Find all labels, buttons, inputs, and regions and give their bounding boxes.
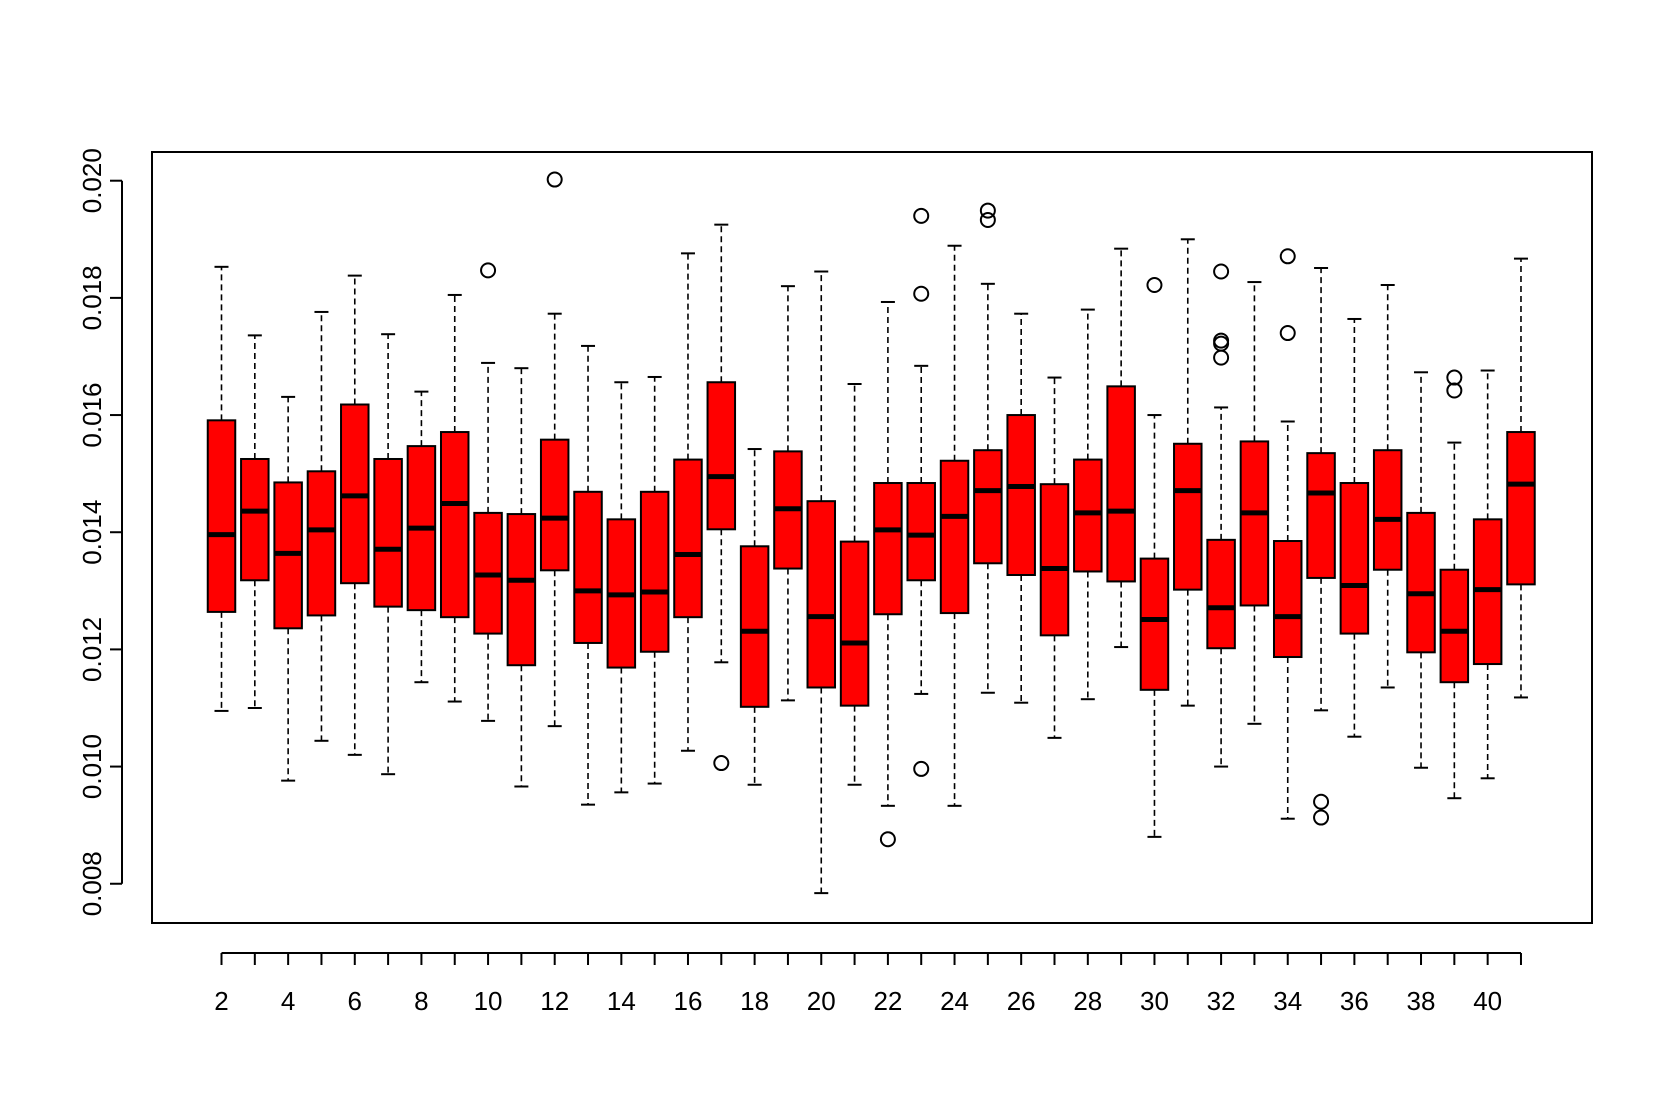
box [539, 438, 570, 572]
outlier [979, 202, 996, 219]
x-tick-label: 22 [873, 986, 902, 1016]
outlier [913, 285, 930, 302]
outlier [713, 755, 730, 772]
x-tick-label: 16 [674, 986, 703, 1016]
x-tick-label: 18 [740, 986, 769, 1016]
box [573, 490, 603, 644]
outlier [1313, 809, 1330, 826]
outlier [1146, 276, 1163, 293]
box [1506, 431, 1536, 586]
box [240, 457, 270, 582]
box [1139, 557, 1170, 691]
box [1173, 442, 1203, 591]
y-tick-label: 0.008 [77, 851, 107, 916]
box [373, 457, 403, 608]
box [1039, 483, 1070, 637]
y-tick-label: 0.020 [77, 148, 107, 213]
box [306, 470, 337, 617]
outlier [913, 760, 930, 777]
outlier [1446, 382, 1463, 399]
y-tick-label: 0.016 [77, 383, 107, 448]
x-tick-label: 26 [1007, 986, 1036, 1016]
x-tick-label: 30 [1140, 986, 1169, 1016]
x-tick-label: 28 [1073, 986, 1102, 1016]
box [639, 490, 670, 653]
y-tick-label: 0.012 [77, 617, 107, 682]
y-tick-label: 0.014 [77, 500, 107, 565]
x-tick-label: 32 [1207, 986, 1236, 1016]
box [1272, 540, 1303, 659]
outlier [979, 211, 996, 228]
box [973, 449, 1003, 565]
x-tick-label: 20 [807, 986, 836, 1016]
box [706, 381, 737, 531]
box [1306, 452, 1336, 579]
y-tick-label: 0.018 [77, 265, 107, 330]
outlier [913, 207, 930, 224]
x-tick-label: 14 [607, 986, 636, 1016]
box [206, 419, 237, 613]
box [1006, 414, 1036, 576]
box [1206, 538, 1236, 650]
y-tick-label: 0.010 [77, 734, 107, 799]
box [1239, 440, 1270, 607]
outlier [1213, 349, 1230, 366]
x-tick-label: 40 [1473, 986, 1502, 1016]
box [439, 431, 470, 619]
x-tick-label: 4 [281, 986, 295, 1016]
box [1339, 482, 1370, 635]
x-tick-label: 10 [474, 986, 503, 1016]
box [1406, 511, 1436, 654]
outlier [1279, 325, 1296, 342]
box [1439, 568, 1470, 684]
plot-frame [151, 151, 1593, 924]
x-tick-label: 2 [214, 986, 228, 1016]
x-tick-label: 8 [414, 986, 428, 1016]
x-tick-label: 6 [348, 986, 362, 1016]
outlier [1279, 248, 1296, 265]
outlier [546, 171, 563, 188]
outlier [480, 262, 497, 279]
outlier [1313, 793, 1330, 810]
box [873, 482, 903, 616]
x-tick-label: 34 [1273, 986, 1302, 1016]
box [1073, 458, 1103, 573]
box [673, 458, 703, 619]
box [806, 500, 837, 689]
outlier [1213, 263, 1230, 280]
x-tick-label: 12 [540, 986, 569, 1016]
box [939, 459, 970, 615]
box [839, 540, 870, 707]
box [1106, 385, 1136, 583]
box [506, 513, 537, 667]
box [1372, 449, 1403, 571]
x-tick-label: 24 [940, 986, 969, 1016]
x-tick-label: 36 [1340, 986, 1369, 1016]
outlier [1446, 369, 1463, 386]
box [739, 545, 770, 708]
x-tick-label: 38 [1407, 986, 1436, 1016]
box [906, 482, 936, 582]
outlier [879, 831, 896, 848]
